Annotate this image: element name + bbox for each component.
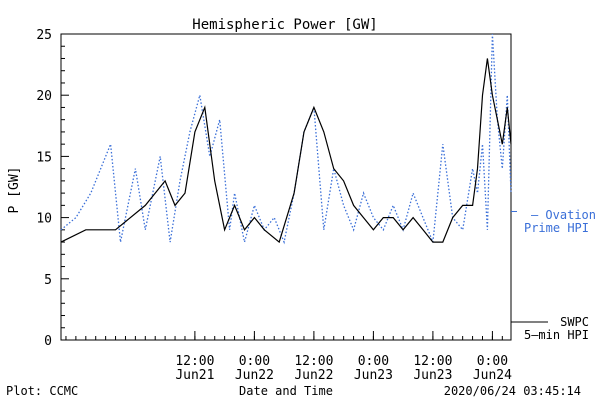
- y-tick-label: 25: [36, 28, 52, 43]
- x-tick-time-label: 12:00: [175, 354, 214, 369]
- series-group: [60, 33, 512, 245]
- x-tick-date-label: Jun22: [294, 368, 333, 383]
- y-axis-label: P [GW]: [7, 167, 22, 214]
- swpc-series-line: [60, 58, 512, 244]
- y-tick-label: 10: [36, 212, 52, 227]
- x-tick-date-label: Jun22: [235, 368, 274, 383]
- x-tick-time-label: 12:00: [294, 354, 333, 369]
- x-tick-time-label: 0:00: [239, 354, 270, 369]
- y-tick-label: 20: [36, 89, 52, 104]
- ovation-prime-series-line: [60, 33, 512, 245]
- legend-swpc-label: SWPC: [560, 315, 589, 329]
- plot-timestamp: 2020/06/24 03:45:14: [444, 384, 581, 398]
- legend-ovation-label: – Ovation: [531, 208, 596, 222]
- chart-title: Hemispheric Power [GW]: [192, 17, 377, 33]
- plot-credit: Plot: CCMC: [6, 384, 78, 398]
- x-tick-date-label: Jun23: [354, 368, 393, 383]
- x-tick-date-label: Jun23: [413, 368, 452, 383]
- plot-frame: [60, 33, 512, 341]
- y-axis: 0 5 10 15 20 25: [36, 28, 69, 349]
- x-tick-time-label: 0:00: [358, 354, 389, 369]
- y-tick-label: 0: [44, 334, 52, 349]
- x-axis: 12:00Jun210:00Jun2212:00Jun220:00Jun2312…: [65, 331, 512, 383]
- legend-swpc-label-line2: 5–min HPI: [524, 328, 589, 342]
- x-tick-date-label: Jun24: [473, 368, 512, 383]
- x-tick-time-label: 0:00: [477, 354, 508, 369]
- y-tick-label: 5: [44, 273, 52, 288]
- x-tick-time-label: 12:00: [413, 354, 452, 369]
- x-tick-date-label: Jun21: [175, 368, 214, 383]
- y-tick-label: 15: [36, 150, 52, 165]
- x-axis-label: Date and Time: [239, 384, 333, 398]
- legend-ovation-label-line2: Prime HPI: [524, 221, 589, 235]
